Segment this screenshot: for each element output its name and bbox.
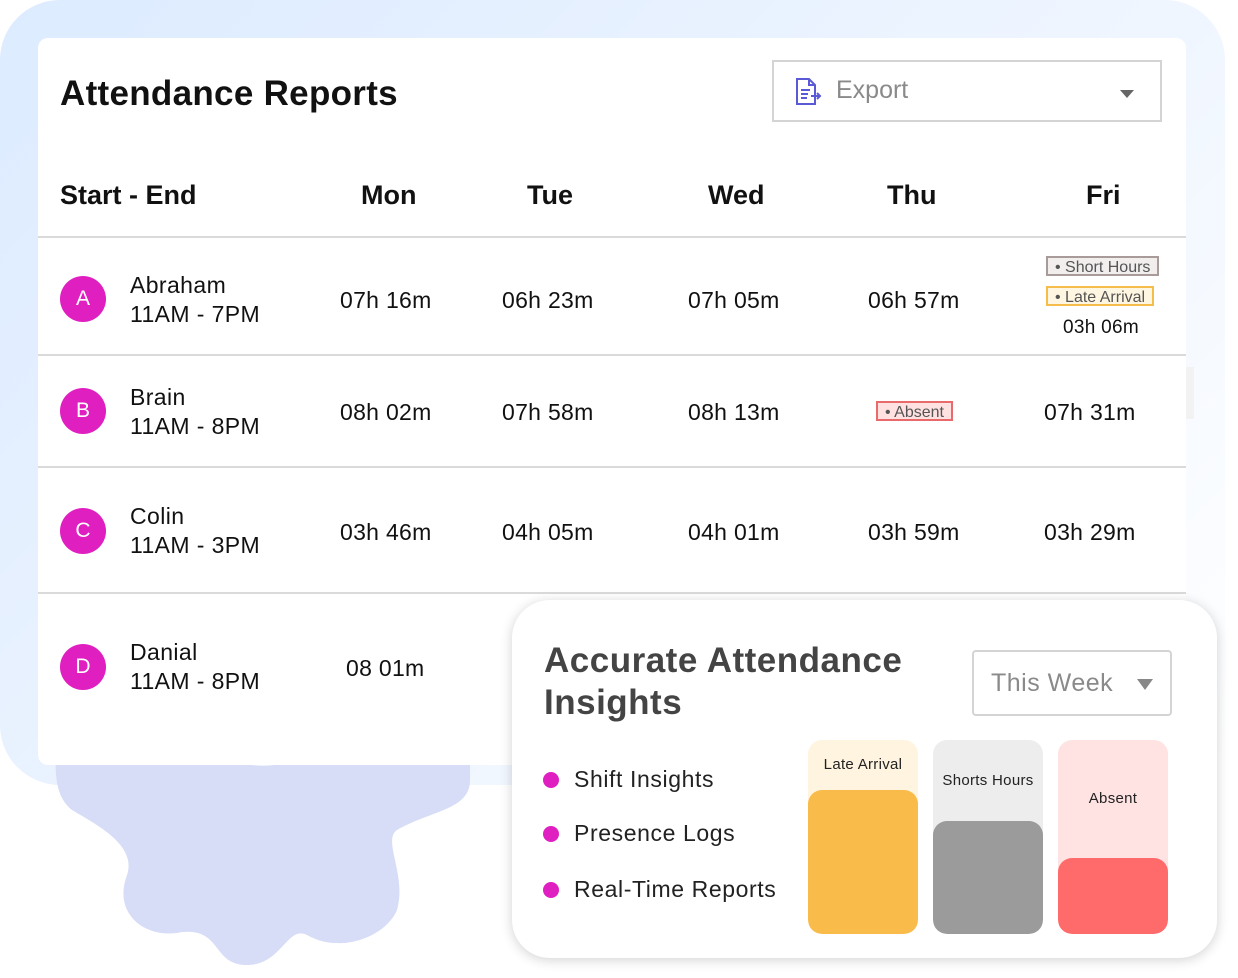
feature-item: Real-Time Reports — [574, 876, 777, 902]
column-header-thu: Thu — [887, 180, 937, 210]
column-header-tue: Tue — [527, 180, 573, 210]
mon-hours: 08 01m — [346, 655, 425, 681]
employee-name: Danial — [130, 639, 198, 665]
bullet-dot — [543, 826, 559, 842]
gear-decoration — [55, 700, 471, 965]
mon-hours: 08h 02m — [340, 399, 432, 425]
column-header-wed: Wed — [708, 180, 765, 210]
tue-hours: 07h 58m — [502, 399, 594, 425]
tue-hours: 06h 23m — [502, 287, 594, 313]
avatar: B — [60, 388, 106, 434]
avatar: C — [60, 508, 106, 554]
employee-name: Brain — [130, 384, 186, 410]
bar-fill — [933, 821, 1043, 934]
bar-fill — [1058, 858, 1168, 934]
feature-item: Presence Logs — [574, 820, 736, 846]
shift-time: 11AM - 8PM — [130, 413, 261, 439]
period-label: This Week — [991, 669, 1114, 697]
employee-name: Abraham — [130, 272, 227, 298]
export-label: Export — [836, 76, 909, 104]
bar-absent: Absent — [1058, 740, 1168, 934]
shift-time: 11AM - 8PM — [130, 668, 261, 694]
chevron-down-icon — [1120, 90, 1134, 98]
column-header-mon: Mon — [361, 180, 417, 210]
short-hours-badge: • Short Hours — [1046, 256, 1160, 276]
fri-hours: 03h 29m — [1044, 519, 1136, 545]
thu-hours: 06h 57m — [868, 287, 960, 313]
fri-hours: 03h 06m — [1063, 317, 1140, 338]
wed-hours: 07h 05m — [688, 287, 780, 313]
export-dropdown[interactable]: Export — [772, 60, 1162, 122]
absent-badge: • Absent — [876, 401, 953, 421]
wed-hours: 08h 13m — [688, 399, 780, 425]
shift-time: 11AM - 7PM — [130, 301, 261, 327]
avatar: A — [60, 276, 106, 322]
column-header-fri: Fri — [1086, 180, 1121, 210]
bar-fill — [808, 790, 918, 934]
shift-time: 11AM - 3PM — [130, 532, 261, 558]
row-divider — [38, 466, 1186, 468]
bar-label: Late Arrival — [823, 756, 903, 773]
insights-title: Accurate Attendance Insights — [544, 641, 903, 722]
column-header-start-end: Start - End — [60, 180, 197, 210]
row-divider — [38, 592, 1186, 594]
thu-hours: 03h 59m — [868, 519, 960, 545]
row-divider — [38, 354, 1186, 356]
bar-late-arrival: Late Arrival — [808, 740, 918, 934]
bullet-dot — [543, 882, 559, 898]
bullet-dot — [543, 772, 559, 788]
employee-name: Colin — [130, 503, 185, 529]
chevron-down-icon — [1137, 679, 1153, 690]
bar-label: Shorts Hours — [942, 772, 1034, 789]
feature-item: Shift Insights — [574, 766, 715, 792]
tue-hours: 04h 05m — [502, 519, 594, 545]
bar-shorts-hours: Shorts Hours — [933, 740, 1043, 934]
wed-hours: 04h 01m — [688, 519, 780, 545]
insights-card: Accurate Attendance Insights This Week S… — [512, 600, 1217, 958]
mon-hours: 07h 16m — [340, 287, 432, 313]
document-export-icon — [796, 78, 822, 105]
bar-label: Absent — [1088, 790, 1138, 807]
fri-hours: 07h 31m — [1044, 399, 1136, 425]
avatar: D — [60, 644, 106, 690]
header-divider — [38, 236, 1186, 238]
page-title: Attendance Reports — [60, 74, 398, 113]
background-edge — [1186, 367, 1194, 419]
late-arrival-badge: • Late Arrival — [1046, 286, 1155, 306]
mon-hours: 03h 46m — [340, 519, 432, 545]
period-dropdown[interactable]: This Week — [972, 650, 1172, 716]
